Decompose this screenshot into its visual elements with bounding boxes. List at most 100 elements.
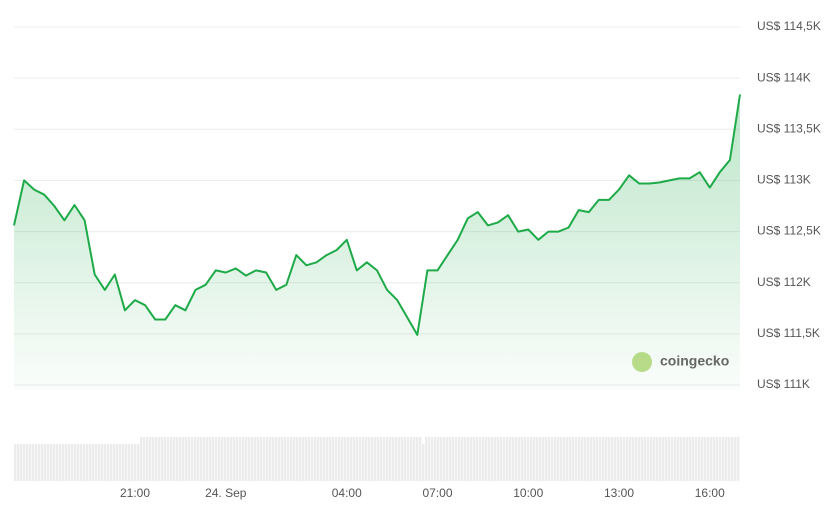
volume-bar <box>605 437 608 481</box>
volume-bar <box>602 437 605 481</box>
volume-bar <box>434 437 437 481</box>
volume-bar <box>416 437 419 481</box>
volume-bar <box>497 437 500 481</box>
volume-bar <box>428 437 431 481</box>
volume-bar <box>71 444 74 481</box>
x-tick-label: 04:00 <box>332 486 362 500</box>
volume-bar <box>689 437 692 481</box>
volume-bar <box>518 437 521 481</box>
volume-bar <box>632 437 635 481</box>
volume-bar <box>98 444 101 481</box>
volume-bar <box>239 437 242 481</box>
volume-bar <box>128 444 131 481</box>
area-fill <box>14 94 740 390</box>
volume-bar <box>587 437 590 481</box>
volume-bar <box>227 437 230 481</box>
volume-bar <box>248 437 251 481</box>
volume-bar <box>56 444 59 481</box>
volume-bar <box>701 437 704 481</box>
volume-bar <box>686 437 689 481</box>
volume-bar <box>203 437 206 481</box>
x-tick-label: 24. Sep <box>205 486 247 500</box>
volume-bar <box>221 437 224 481</box>
y-tick-label: US$ 111,5K <box>757 326 820 340</box>
volume-bar <box>713 437 716 481</box>
volume-bar <box>173 437 176 481</box>
volume-bar <box>404 437 407 481</box>
volume-bar <box>17 444 20 481</box>
volume-bar <box>521 437 524 481</box>
volume-bar <box>653 437 656 481</box>
volume-bar <box>707 437 710 481</box>
volume-bar <box>344 437 347 481</box>
volume-bar <box>683 437 686 481</box>
volume-bar <box>695 437 698 481</box>
volume-bar <box>476 437 479 481</box>
volume-bar <box>623 437 626 481</box>
volume-bar <box>257 437 260 481</box>
volume-bar <box>29 444 32 481</box>
volume-bar <box>170 437 173 481</box>
volume-bar <box>104 444 107 481</box>
volume-bar <box>320 437 323 481</box>
volume-bar <box>725 437 728 481</box>
volume-bar <box>125 444 128 481</box>
volume-bar <box>197 437 200 481</box>
volume-bar <box>335 437 338 481</box>
volume-bar <box>293 437 296 481</box>
volume-bar <box>716 437 719 481</box>
volume-bar <box>299 437 302 481</box>
volume-bar <box>512 437 515 481</box>
x-tick-label: 07:00 <box>422 486 452 500</box>
volume-bar <box>329 437 332 481</box>
volume-bar <box>545 437 548 481</box>
volume-bar <box>593 437 596 481</box>
volume-bar <box>224 437 227 481</box>
volume-bar <box>353 437 356 481</box>
volume-bar <box>656 437 659 481</box>
volume-bar <box>314 437 317 481</box>
volume-bar <box>233 437 236 481</box>
volume-bar <box>308 437 311 481</box>
volume-bar <box>134 444 137 481</box>
volume-bar <box>692 437 695 481</box>
volume-bar <box>236 437 239 481</box>
volume-bar <box>290 437 293 481</box>
volume-bar <box>209 437 212 481</box>
watermark-logo <box>632 352 652 372</box>
volume-bar <box>710 437 713 481</box>
volume-bar <box>425 437 428 481</box>
volume-bar <box>533 437 536 481</box>
volume-bar <box>494 437 497 481</box>
volume-bar <box>74 444 77 481</box>
volume-bar <box>122 444 125 481</box>
volume-bar <box>644 437 647 481</box>
volume-bar <box>554 437 557 481</box>
volume-bar <box>47 444 50 481</box>
volume-bar <box>95 444 98 481</box>
volume-bar <box>218 437 221 481</box>
volume-bar <box>77 444 80 481</box>
volume-bar <box>422 444 425 481</box>
volume-bar <box>302 437 305 481</box>
volume-bar <box>20 444 23 481</box>
volume-bar <box>50 444 53 481</box>
volume-bar <box>245 437 248 481</box>
grid: US$ 114,5K US$ 114K US$ 113,5K US$ 113K US$ … <box>14 19 821 391</box>
volume-bar <box>260 437 263 481</box>
volume-bar <box>53 444 56 481</box>
volume-bar <box>446 437 449 481</box>
volume-bar <box>62 444 65 481</box>
volume-bar <box>647 437 650 481</box>
volume-bar <box>275 437 278 481</box>
volume-bar <box>413 437 416 481</box>
volume-bar <box>566 437 569 481</box>
volume-bar <box>176 437 179 481</box>
volume-bar <box>470 437 473 481</box>
volume-bar <box>599 437 602 481</box>
volume-bar <box>650 437 653 481</box>
volume-bar <box>311 437 314 481</box>
volume-bar <box>452 437 455 481</box>
volume-bar <box>635 437 638 481</box>
